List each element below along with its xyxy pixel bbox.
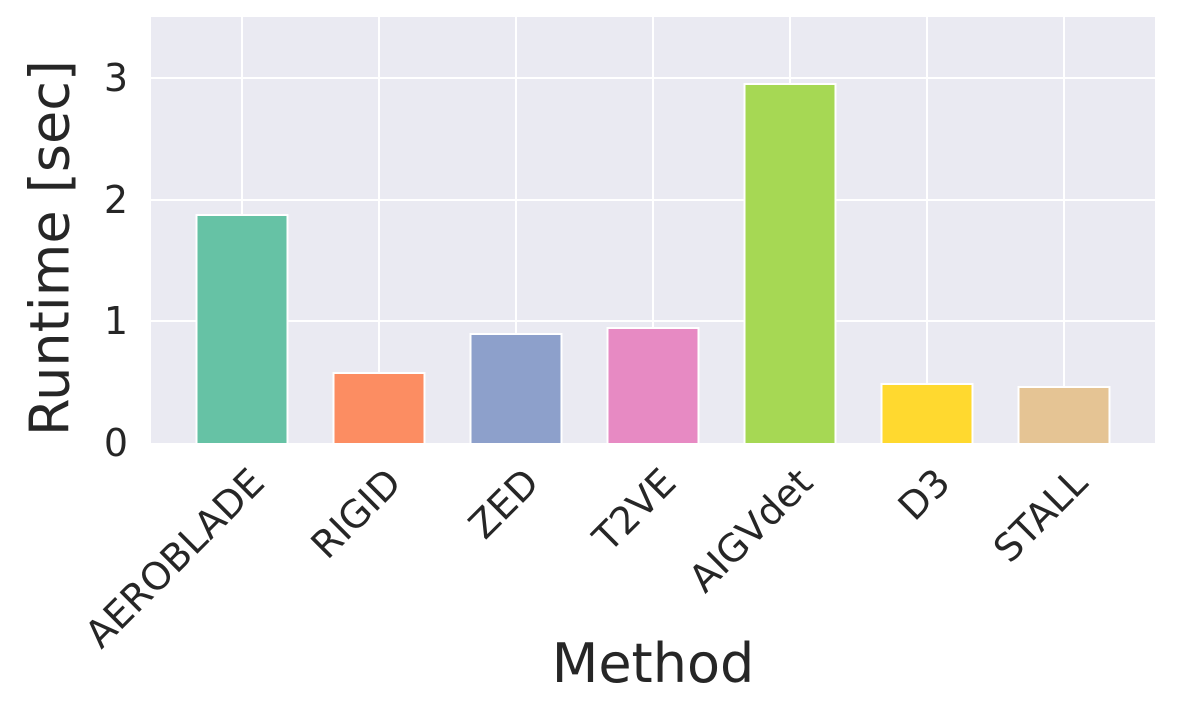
bar-STALL <box>1017 385 1111 443</box>
category-slot-AIGVdet <box>722 17 859 443</box>
x-tick-label-AEROBLADE: AEROBLADE <box>76 460 273 657</box>
plot-area <box>151 17 1155 443</box>
y-tick-label-2: 2 <box>103 177 128 222</box>
category-slot-STALL <box>996 17 1133 443</box>
y-tick-label-0: 0 <box>103 421 128 465</box>
bar-T2VE <box>606 327 700 443</box>
bar-ZED <box>469 333 563 443</box>
gridline-x-ZED <box>514 17 517 443</box>
x-tick-label-RIGID: RIGID <box>302 460 410 568</box>
gridline-x-STALL <box>1063 17 1066 443</box>
y-tick-label-3: 3 <box>103 55 128 100</box>
category-slot-RIGID <box>310 17 447 443</box>
category-slot-D3 <box>859 17 996 443</box>
y-tick-labels: 0 1 2 3 <box>0 17 140 465</box>
category-slot-T2VE <box>584 17 721 443</box>
bars-container <box>151 17 1155 443</box>
category-slot-AEROBLADE <box>173 17 310 443</box>
bar-AIGVdet <box>743 82 837 443</box>
gridline-x-T2VE <box>651 17 654 443</box>
x-tick-label-T2VE: T2VE <box>584 460 685 560</box>
bar-RIGID <box>332 372 426 443</box>
x-tick-label-STALL: STALL <box>984 460 1096 571</box>
x-tick-label-AIGVdet: AIGVdet <box>680 460 822 601</box>
bar-D3 <box>880 383 974 443</box>
category-slot-ZED <box>447 17 584 443</box>
gridline-x-RIGID <box>377 17 380 443</box>
bar-AEROBLADE <box>195 214 289 443</box>
x-axis-label: Method <box>551 632 755 695</box>
y-tick-label-1: 1 <box>103 299 128 344</box>
gridline-x-D3 <box>926 17 929 443</box>
x-tick-label-D3: D3 <box>889 460 959 529</box>
x-tick-label-ZED: ZED <box>459 460 547 548</box>
